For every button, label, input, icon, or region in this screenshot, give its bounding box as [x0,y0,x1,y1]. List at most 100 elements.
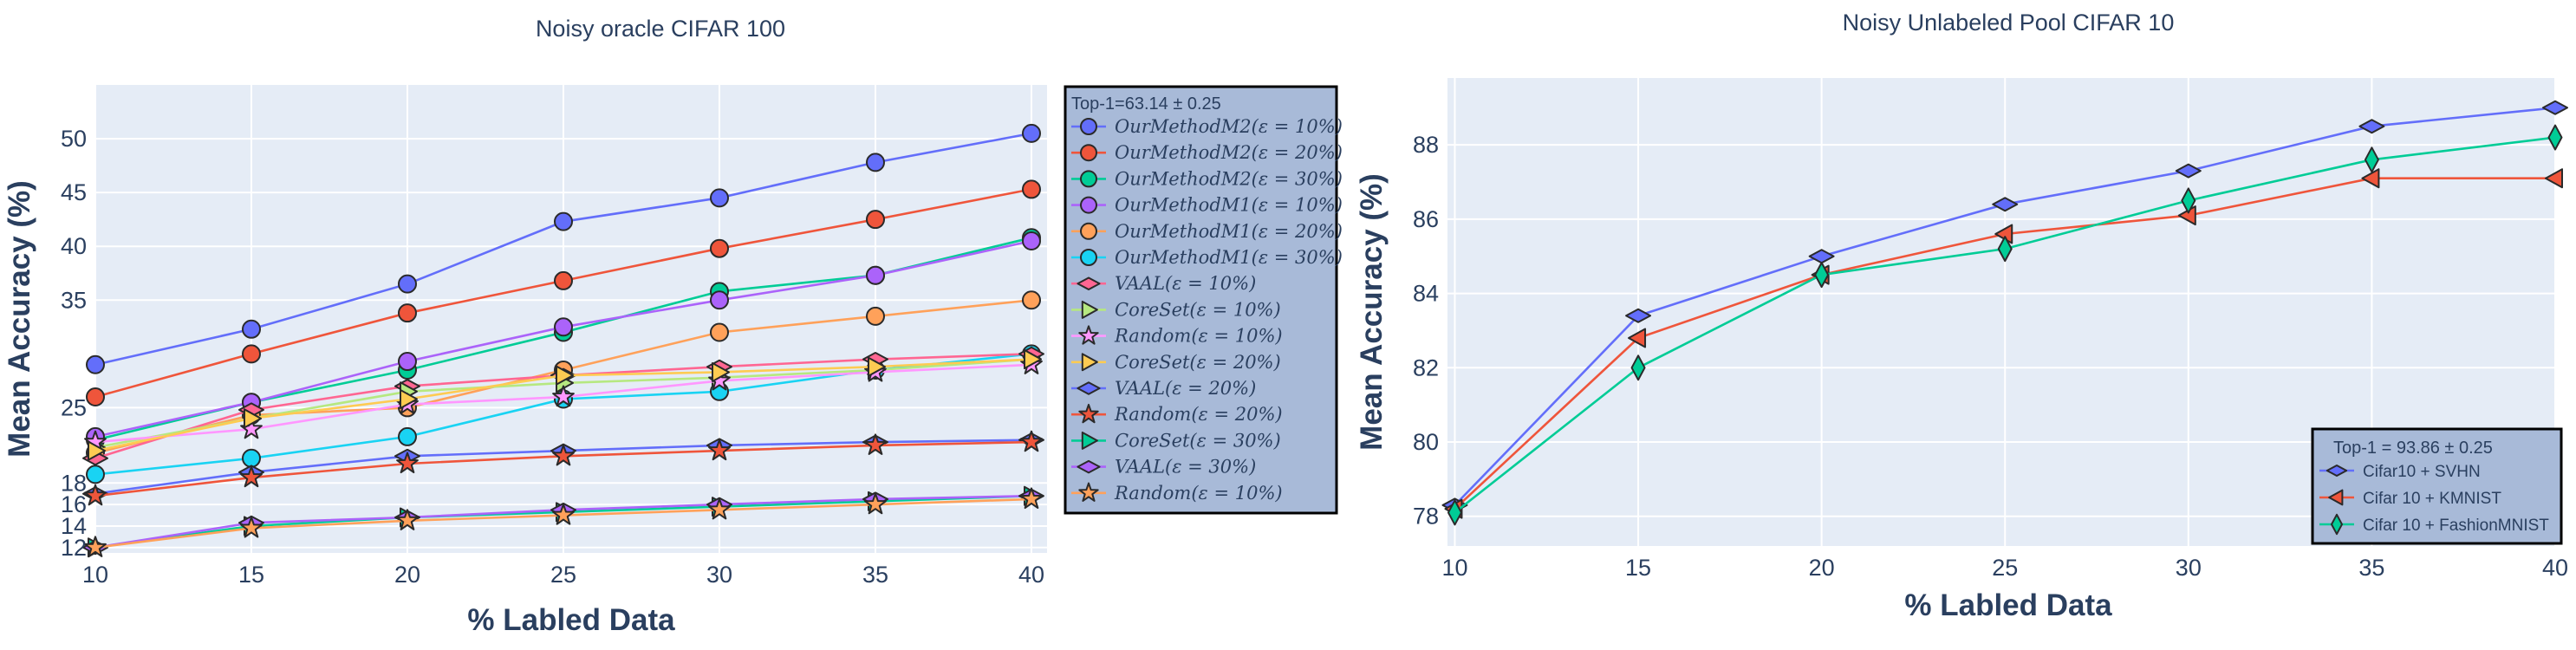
data-point [398,426,417,446]
legend-marker [1080,118,1097,135]
legend-title: Top-1 = 93.86 ± 0.25 [2333,439,2493,458]
data-point [866,153,885,172]
data-point [242,319,261,339]
legend-marker [2331,513,2343,536]
x-tick-label: 20 [1809,555,1835,581]
legend-label: CoreSet(ε = 20%) [1115,352,1281,373]
x-tick-label: 30 [2176,555,2202,581]
data-point [398,274,417,294]
x-tick-label: 10 [82,562,108,588]
legend-marker [1081,431,1098,450]
y-tick-label: 86 [1413,206,1439,232]
legend-marker [1081,300,1098,319]
data-point [1022,179,1041,199]
data-point [2545,168,2563,189]
data-point [1625,308,1652,323]
data-point [554,270,573,290]
x-tick-label: 25 [550,562,576,588]
legend-label: Random(ε = 10%) [1114,483,1283,504]
series-1 [86,179,1041,406]
legend-label: OurMethodM2(ε = 30%) [1115,168,1343,189]
x-axis-label: % Labled Data [467,603,675,637]
series-0 [1441,100,2568,513]
legend-label: OurMethodM2(ε = 10%) [1115,116,1343,137]
y-tick-label: 84 [1413,281,1439,307]
legend-item: Cifar 10 + KMNIST [2319,489,2501,508]
data-point [84,484,107,506]
legend-item: CoreSet(ε = 10%) [1071,299,1281,320]
x-tick-label: 15 [238,562,264,588]
chart-title: Noisy Unlabeled Pool CIFAR 10 [1843,10,2175,36]
y-tick-label: 50 [61,126,87,152]
legend-marker [1078,403,1099,424]
legend-marker [1081,353,1098,372]
data-point [1447,499,1462,526]
data-point [398,303,417,323]
data-point [708,439,731,461]
legend-label: Cifar10 + SVHN [2363,463,2481,481]
legend-marker [1077,459,1101,474]
legend-item: VAAL(ε = 30%) [1071,457,1256,478]
legend-marker [1080,170,1097,188]
x-tick-label: 40 [2542,555,2568,581]
x-tick-label: 20 [394,562,420,588]
x-tick-label: 35 [2358,555,2384,581]
data-point [864,433,887,455]
x-tick-labels: 10 15 20 25 30 35 40 [1441,555,2568,581]
y-tick-label: 40 [61,233,87,259]
y-tick-label: 88 [1413,132,1439,158]
data-point [712,361,730,382]
y-axis-label: Mean Accuracy (%) [1355,173,1389,451]
data-point [88,440,106,461]
data-point [866,210,885,230]
data-point [866,265,885,285]
series-lines [82,123,1044,558]
x-tick-label: 40 [1018,562,1044,588]
chart-noisy-unlabeled-pool: Noisy Unlabeled Pool CIFAR 10 10 15 20 25 30… [1355,10,2568,622]
data-point [242,448,261,468]
legend-marker [1080,222,1097,240]
legend-items: OurMethodM2(ε = 10%) OurMethodM2(ε = 20%)… [1071,116,1343,504]
legend-marker [1080,196,1097,214]
data-point [2175,163,2202,179]
y-axis-label: Mean Accuracy (%) [3,180,36,458]
x-tick-labels: 10 15 20 25 30 35 40 [82,562,1044,588]
data-point [86,465,105,484]
y-tick-labels: 78 80 82 84 86 88 [1413,132,1439,530]
data-point [554,317,573,337]
data-point [710,290,729,310]
legend-item: CoreSet(ε = 30%) [1071,430,1281,451]
series-lines [1441,100,2568,526]
data-point [244,408,262,429]
data-point [1024,349,1042,370]
data-point [556,365,574,386]
series-1 [1444,168,2563,519]
data-point [710,238,729,258]
legend-item: Cifar 10 + FashionMNIST [2319,513,2549,536]
legend: Top-1=63.14 ± 0.25 OurMethodM2(ε = 10%)O… [1064,85,1343,515]
legend-item: VAAL(ε = 10%) [1071,273,1256,294]
y-tick-label: 45 [61,179,87,205]
data-point [84,536,107,557]
legend-item: Cifar10 + SVHN [2319,463,2481,481]
legend-label: Random(ε = 20%) [1114,404,1283,425]
legend-marker [2326,465,2348,477]
data-point [552,444,575,466]
data-point [2358,119,2385,134]
legend-label: VAAL(ε = 10%) [1115,273,1256,294]
data-point [240,516,263,538]
series-11 [84,430,1043,506]
data-point [1814,262,1830,289]
y-tick-label: 12 [61,535,87,561]
legend-label: Random(ε = 10%) [1114,326,1283,347]
x-axis-label: % Labled Data [1904,588,2112,622]
data-point [1628,328,1647,348]
data-point [866,306,885,326]
legend-item: Random(ε = 10%) [1071,325,1283,347]
y-tick-label: 35 [61,287,87,313]
legend-label: OurMethodM2(ε = 20%) [1115,142,1343,163]
x-tick-label: 15 [1625,555,1651,581]
legend-label: Cifar 10 + KMNIST [2363,490,2501,508]
